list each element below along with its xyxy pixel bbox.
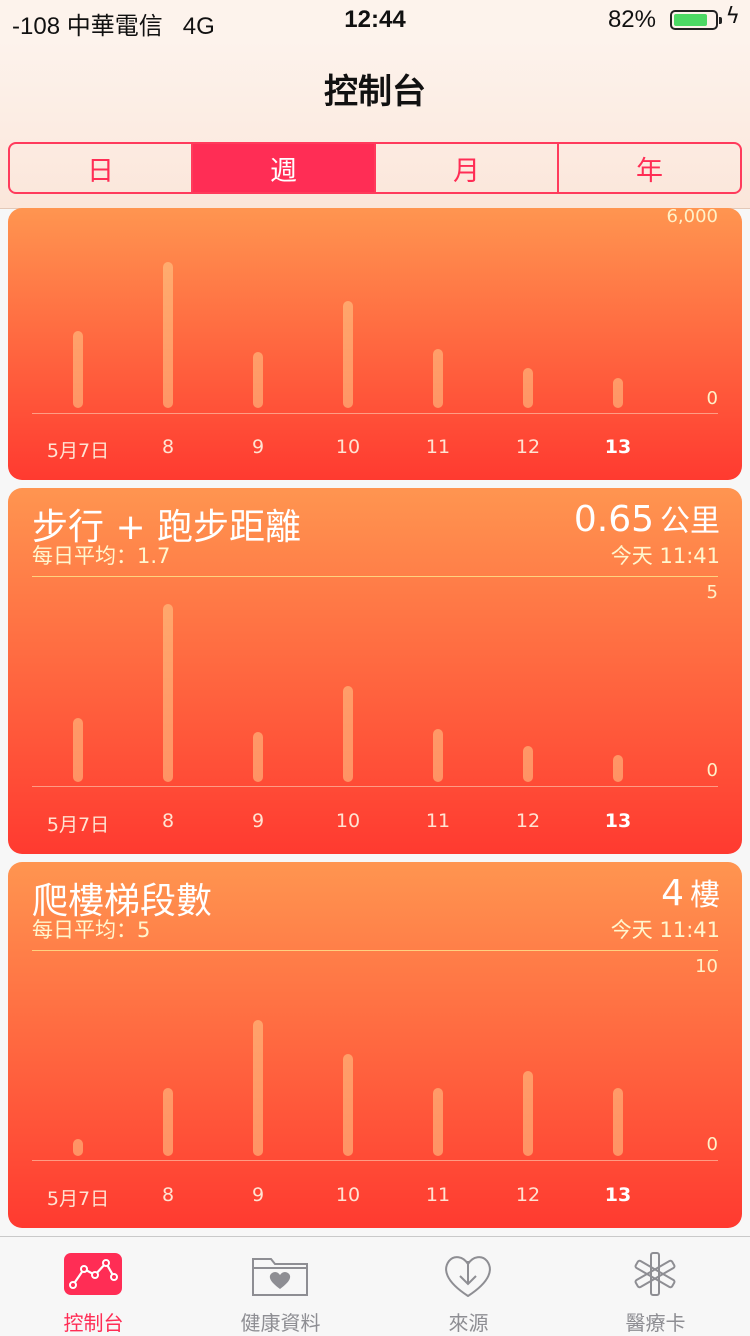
x-axis-label: 13 [604, 810, 632, 832]
x-axis-label: 5月7日 [46, 1188, 110, 1210]
x-axis-label: 9 [251, 436, 265, 458]
tab-medical-id[interactable]: 醫療卡 [562, 1237, 749, 1335]
x-axis-label: 12 [515, 810, 541, 832]
y-max-label: 5 [706, 582, 718, 603]
x-axis-label: 8 [161, 810, 175, 832]
chart-bar [433, 728, 443, 782]
tab-label: 來源 [448, 1311, 489, 1335]
chart-bar [343, 300, 353, 408]
x-axis-label: 5月7日 [46, 814, 110, 836]
y-max-label: 6,000 [666, 208, 718, 227]
sources-icon [445, 1256, 491, 1297]
segment-year[interactable]: 年 [636, 155, 663, 187]
y-min-label: 0 [706, 388, 718, 409]
x-axis-label: 13 [604, 436, 632, 458]
x-axis-label: 8 [161, 436, 175, 458]
chart-bar [523, 1071, 533, 1156]
latest-time: 今天 11:41 [610, 544, 720, 568]
chart-bar [613, 1088, 623, 1156]
chart-bar [253, 1020, 263, 1156]
x-axis-label: 11 [425, 810, 451, 832]
chart-bar [163, 1088, 173, 1156]
y-min-label: 0 [706, 760, 718, 781]
x-axis-label: 10 [335, 810, 361, 832]
card-title: 步行 + 跑步距離 [32, 507, 302, 548]
chart-bar [253, 732, 263, 782]
tab-label: 健康資料 [240, 1311, 321, 1335]
latest-value: 0.65 公里 [573, 499, 720, 540]
navigation-bar: 控制台 日 週 月 年 [0, 40, 750, 209]
health-data-icon [252, 1258, 308, 1296]
chart-bar [73, 330, 83, 408]
x-axis-label: 12 [515, 1184, 541, 1206]
x-axis-label: 5月7日 [46, 440, 110, 462]
x-axis-label: 13 [604, 1184, 632, 1206]
separator [32, 950, 718, 951]
chart-bar [523, 746, 533, 782]
segment-month[interactable]: 月 [376, 144, 559, 192]
status-bar: -108 中華電信 4G 12:44 82% ϟ [0, 0, 750, 40]
chart-bar [163, 604, 173, 782]
steps-card[interactable]: 6,000 0 5月7日 8 9 10 11 12 13 [8, 208, 742, 480]
x-axis-label: 12 [515, 436, 541, 458]
carrier-label: -108 中華電信 4G [12, 13, 215, 40]
chart-bar [163, 261, 173, 408]
segment-day[interactable]: 日 [10, 144, 193, 192]
x-axis-label: 9 [251, 1184, 265, 1206]
x-axis-label: 10 [335, 436, 361, 458]
clock: 12:44 [344, 6, 406, 33]
tab-label: 控制台 [63, 1311, 124, 1335]
x-axis-label: 9 [251, 810, 265, 832]
chart-bar [343, 1054, 353, 1156]
tab-health-data[interactable]: 健康資料 [187, 1237, 374, 1335]
battery-icon [670, 10, 722, 30]
chart-bar [253, 352, 263, 408]
segment-week[interactable]: 週 [193, 144, 376, 192]
separator [32, 576, 718, 577]
chart-bar [523, 367, 533, 408]
chart-bar [73, 717, 83, 782]
chart-bar [343, 685, 353, 782]
chart-bar [433, 1088, 443, 1156]
chart-baseline [32, 413, 718, 414]
chart-bar [613, 377, 623, 408]
latest-time: 今天 11:41 [610, 918, 720, 942]
tab-sources[interactable]: 來源 [375, 1237, 562, 1335]
daily-average: 每日平均：5 [32, 918, 151, 942]
charging-icon: ϟ [725, 4, 740, 29]
tab-bar: 控制台 健康資料 來源 醫療卡 [0, 1236, 750, 1335]
chart-baseline [32, 1160, 718, 1161]
distance-card[interactable]: 步行 + 跑步距離 每日平均：1.7 0.65 公里 今天 11:41 5 0 5… [8, 488, 742, 854]
chart-bar [613, 755, 623, 782]
battery-percent: 82% [607, 6, 656, 33]
tab-dashboard[interactable]: 控制台 [0, 1237, 187, 1335]
page-title: 控制台 [324, 72, 426, 112]
dashboard-icon [64, 1253, 122, 1295]
chart-baseline [32, 786, 718, 787]
medical-id-icon [634, 1252, 676, 1296]
y-min-label: 0 [706, 1134, 718, 1155]
x-axis-label: 11 [425, 436, 451, 458]
x-axis-label: 8 [161, 1184, 175, 1206]
period-segmented-control: 日 週 月 年 [8, 142, 742, 194]
x-axis-label: 10 [335, 1184, 361, 1206]
chart-bar [433, 349, 443, 408]
daily-average: 每日平均：1.7 [32, 544, 171, 568]
tab-label: 醫療卡 [625, 1311, 686, 1335]
y-max-label: 10 [695, 956, 718, 977]
x-axis-label: 11 [425, 1184, 451, 1206]
chart-bar [73, 1139, 83, 1156]
card-title: 爬樓梯段數 [32, 881, 213, 922]
